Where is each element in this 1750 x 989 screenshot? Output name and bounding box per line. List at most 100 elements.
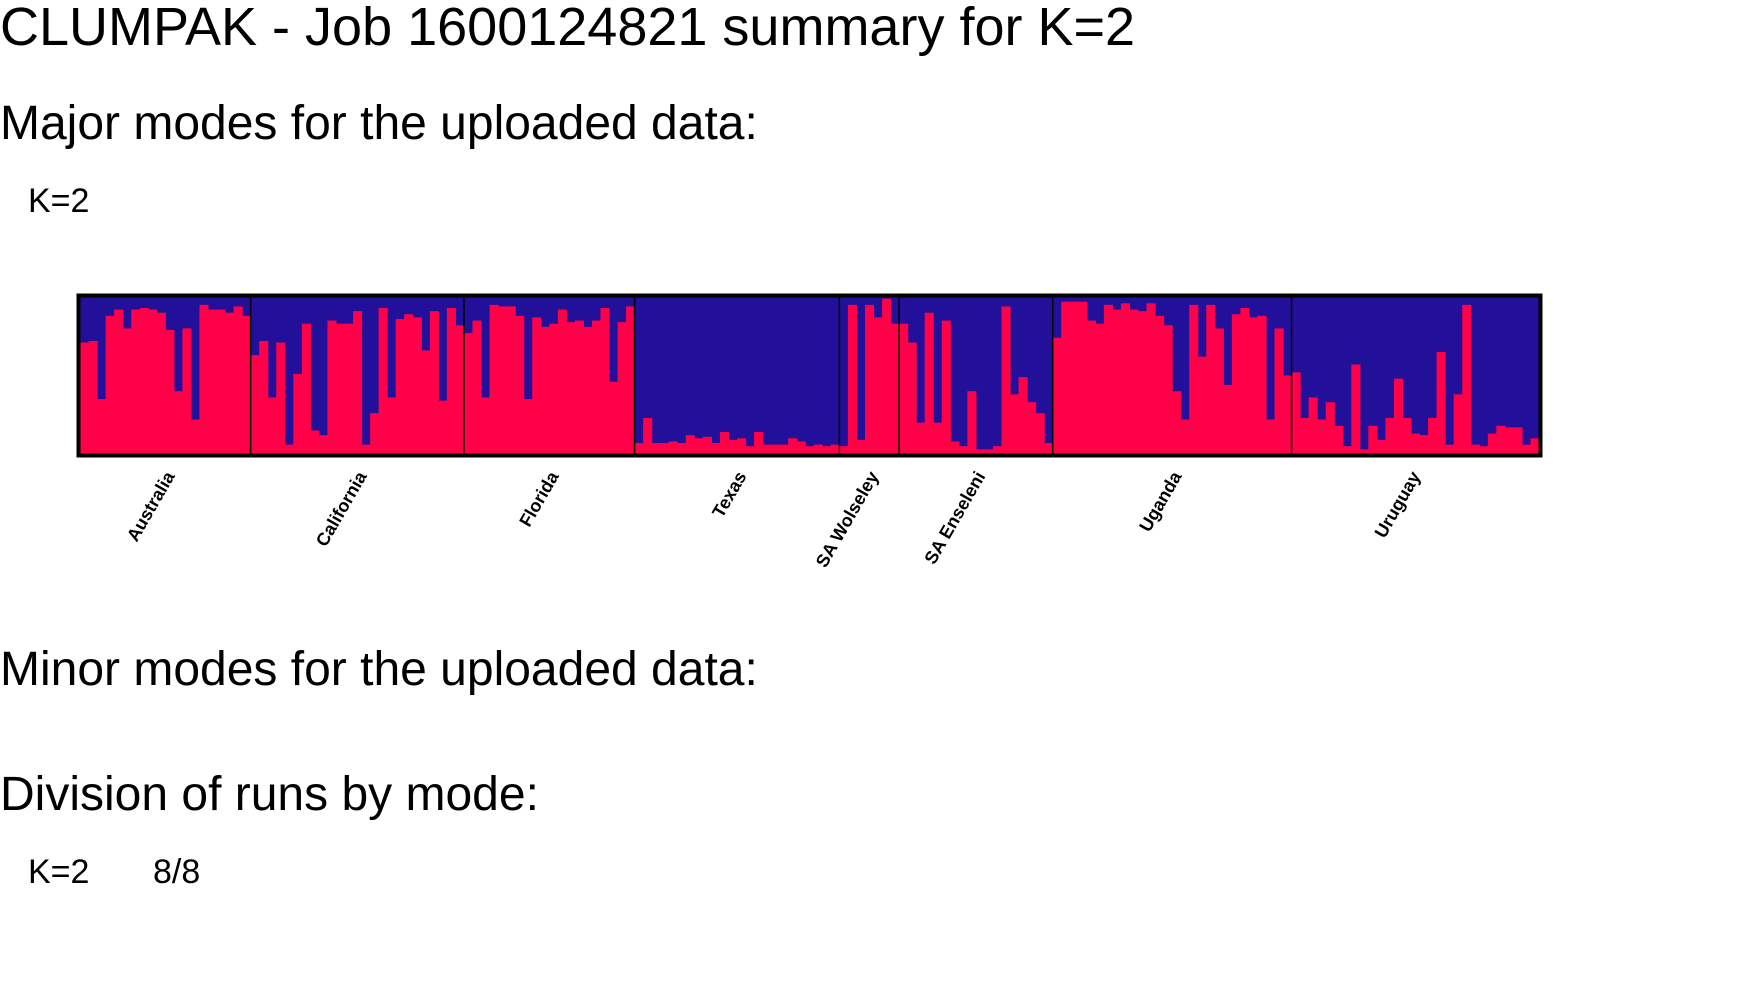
bar-cluster1 [1103, 304, 1113, 454]
bar-cluster1 [1231, 314, 1241, 454]
bar-cluster1 [1479, 446, 1489, 454]
bar-cluster1 [847, 304, 858, 454]
bar-cluster1 [327, 320, 337, 454]
bar-cluster1 [370, 413, 380, 454]
bar-cluster1 [677, 443, 687, 454]
bar-cluster1 [1368, 425, 1378, 454]
bar-cluster1 [1283, 375, 1293, 454]
bar-cluster1 [685, 435, 695, 454]
bar-cluster1 [481, 397, 491, 454]
minor-modes-heading: Minor modes for the uploaded data: [0, 643, 758, 696]
bar-cluster1 [463, 333, 474, 454]
bar-cluster1 [1496, 425, 1506, 454]
population-label: California [312, 467, 371, 550]
bar-cluster1 [242, 315, 252, 454]
population-label: SA Wolseley [812, 468, 883, 571]
bar-cluster1 [984, 449, 994, 454]
bar-cluster1 [728, 439, 738, 454]
bar-cluster1 [344, 323, 354, 454]
bar-cluster1 [1095, 323, 1105, 454]
bar-cluster1 [1325, 402, 1335, 454]
population-label: Texas [708, 468, 750, 521]
bar-cluster1 [1351, 364, 1361, 454]
bar-cluster1 [1155, 315, 1165, 454]
population-label: Uruguay [1371, 468, 1425, 541]
bar-cluster1 [335, 323, 346, 454]
bar-cluster1 [1504, 427, 1514, 454]
bar-cluster1 [873, 317, 883, 454]
bar-cluster1 [574, 320, 584, 454]
bar-cluster1 [1214, 328, 1224, 454]
bar-cluster1 [1265, 419, 1276, 454]
bar-cluster1 [421, 350, 431, 454]
bar-cluster1 [1419, 435, 1429, 454]
bar-cluster1 [651, 443, 661, 454]
bar-cluster1 [523, 399, 533, 454]
bar-cluster1 [1291, 372, 1301, 454]
bar-cluster1 [1385, 417, 1395, 454]
bar-cluster1 [404, 314, 414, 454]
bar-cluster1 [899, 323, 909, 454]
bar-cluster1 [813, 444, 823, 454]
bar-cluster1 [557, 309, 567, 454]
bar-cluster1 [771, 444, 781, 454]
bar-cluster1 [566, 322, 576, 454]
bar-cluster1 [1189, 304, 1199, 454]
bar-cluster1 [745, 446, 755, 454]
division-of-runs-heading: Division of runs by mode: [0, 768, 539, 821]
bar-cluster1 [796, 441, 806, 454]
bar-cluster1 [353, 311, 363, 454]
bar-cluster1 [190, 419, 201, 454]
bar-cluster1 [1393, 378, 1404, 454]
bar-cluster1 [412, 317, 422, 454]
population-label: Uganda [1135, 467, 1186, 535]
bar-cluster1 [958, 446, 968, 454]
bar-cluster1 [276, 342, 286, 454]
bar-cluster1 [1445, 444, 1455, 454]
bar-cluster1 [600, 307, 610, 454]
bar-cluster1 [907, 342, 917, 454]
bar-cluster1 [1010, 394, 1020, 454]
bar-cluster1 [139, 307, 149, 454]
bar-cluster1 [779, 444, 789, 454]
bar-cluster1 [267, 397, 277, 454]
bar-cluster1 [1334, 425, 1344, 454]
bar-cluster1 [1146, 303, 1156, 454]
bar-cluster1 [864, 304, 875, 454]
bar-cluster1 [583, 326, 593, 454]
bar-cluster1 [1120, 303, 1131, 454]
bar-cluster1 [318, 435, 329, 454]
bar-cluster1 [105, 315, 115, 454]
bar-cluster1 [472, 320, 482, 454]
bar-cluster1 [660, 443, 670, 454]
bar-cluster1 [114, 309, 124, 454]
bar-cluster1 [941, 320, 951, 454]
bar-cluster1 [617, 322, 627, 454]
bar-cluster1 [1223, 384, 1233, 454]
bar-cluster1 [1180, 419, 1190, 454]
bar-cluster1 [1172, 391, 1182, 454]
bar-cluster1 [788, 438, 798, 454]
bar-cluster1 [1078, 301, 1088, 454]
bar-cluster1 [387, 397, 397, 454]
bar-cluster1 [233, 306, 243, 454]
bar-cluster1 [1137, 311, 1148, 454]
bar-cluster1 [1052, 337, 1062, 454]
bar-cluster1 [762, 444, 772, 454]
bar-cluster1 [540, 326, 550, 454]
bar-cluster1 [301, 323, 311, 454]
division-run-count: 8/8 [153, 853, 201, 891]
bar-cluster1 [515, 315, 525, 454]
bar-cluster1 [719, 432, 730, 454]
bar-cluster1 [1274, 328, 1284, 454]
bar-cluster1 [1129, 309, 1139, 454]
bar-cluster1 [97, 399, 107, 454]
bar-cluster1 [754, 432, 764, 454]
bar-cluster1 [455, 325, 465, 454]
bar-cluster1 [1317, 419, 1327, 454]
bar-cluster1 [916, 422, 926, 454]
bar-cluster1 [967, 391, 977, 454]
bar-cluster1 [165, 329, 175, 454]
bar-cluster1 [1342, 446, 1352, 454]
population-label: Florida [515, 467, 563, 530]
